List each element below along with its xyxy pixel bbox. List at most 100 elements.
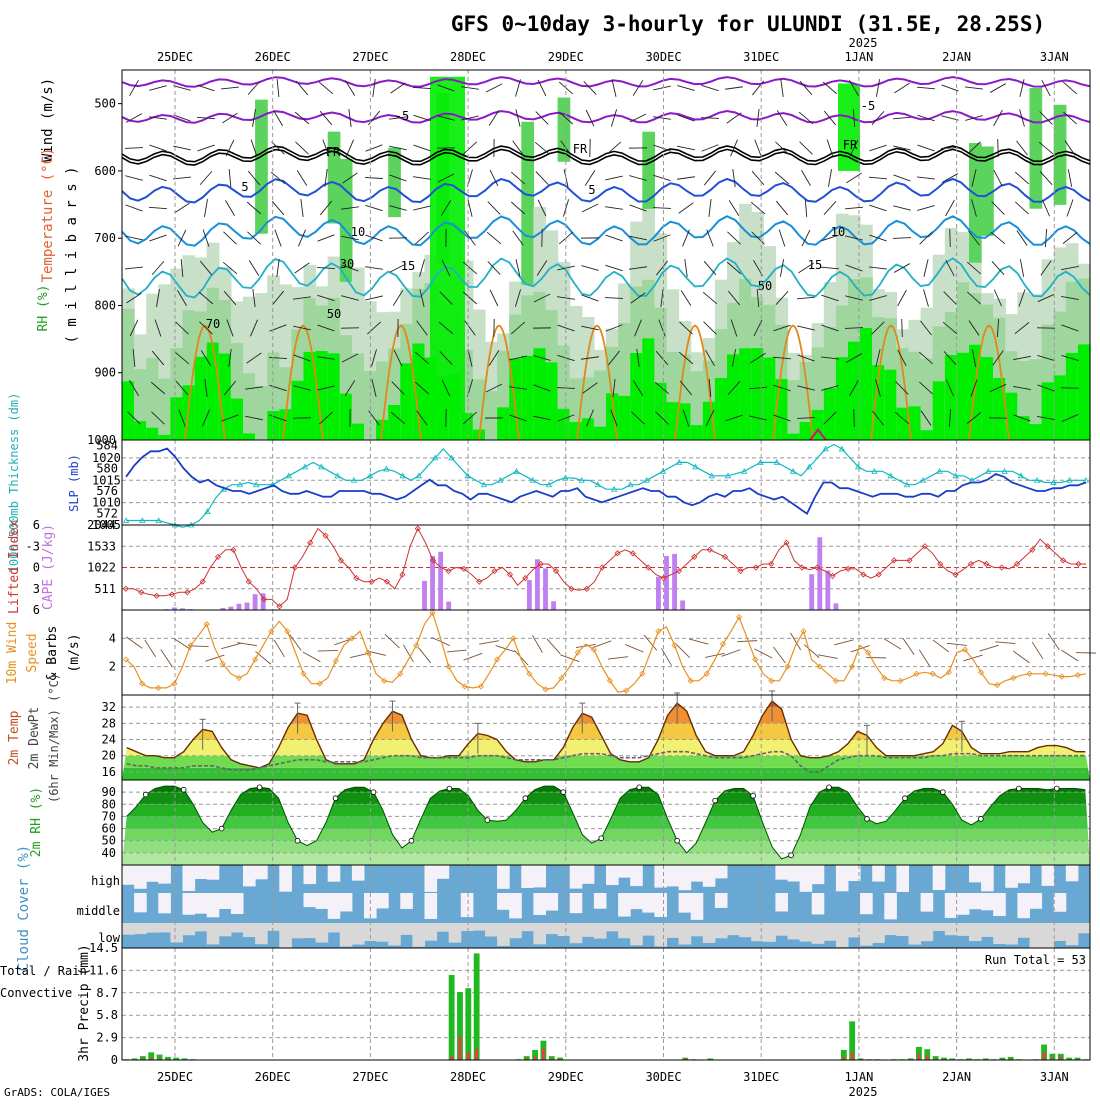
cloud-low-clear <box>860 923 873 946</box>
wind-barb-10m <box>385 634 399 648</box>
rh-band-90 <box>921 430 934 440</box>
rh-band-90 <box>836 357 849 440</box>
cloud-low-clear <box>412 923 425 947</box>
cloud-low-clear <box>606 923 619 931</box>
rh-band-90 <box>884 370 897 440</box>
cape-bar <box>438 552 443 610</box>
rh-band-upper <box>255 100 268 234</box>
contour-label-fr-b: FR <box>573 142 588 156</box>
contour-label-minus5: -5 <box>395 109 409 123</box>
cloud-mid-clear <box>340 893 353 911</box>
precip-convective-bar <box>1043 1052 1046 1060</box>
cloud-low-clear <box>195 923 208 931</box>
cloud-mid-clear <box>400 893 413 909</box>
contour-label-5: 5 <box>241 180 248 194</box>
wind-barb-10m <box>919 650 930 667</box>
precip-legend-convective: Convective <box>0 986 72 1000</box>
rh-marker <box>1054 786 1059 791</box>
rh-band-70 <box>788 380 801 440</box>
date-label-top: 29DEC <box>548 50 584 64</box>
wind-barb-10m <box>980 645 999 651</box>
cloud-mid-clear <box>183 893 196 915</box>
rh-band-90 <box>328 353 341 440</box>
cloud-mid-clear <box>981 893 994 910</box>
cloud-high-clear <box>1042 865 1055 886</box>
cloud-low-clear <box>497 923 510 946</box>
cloud-mid-clear <box>425 893 438 919</box>
rh-band-90 <box>739 348 752 440</box>
cloud-mid-clear <box>921 893 934 912</box>
chart-layer: 25DEC25DEC26DEC26DEC27DEC27DEC28DEC28DEC… <box>0 50 1096 1084</box>
rh-band-90 <box>751 348 764 440</box>
cloud-high-clear <box>207 865 220 880</box>
cloud-mid-clear <box>775 893 788 911</box>
rh-band-90 <box>497 407 510 440</box>
cloud-mid-clear <box>715 893 728 908</box>
temp-tick-label: 28 <box>102 716 116 730</box>
cloud-mid-clear <box>158 893 171 913</box>
cloud-low-clear <box>679 923 692 944</box>
wind-barb-10m <box>303 652 321 662</box>
rh-marker <box>219 826 224 831</box>
temp-band-0 <box>122 768 1090 780</box>
temp-band-1 <box>122 756 1090 768</box>
rh-band-70 <box>921 358 934 440</box>
cloud-mid-clear <box>304 893 317 907</box>
contour-label-minus5-b: -5 <box>861 99 875 113</box>
precip-tick-label: 11.6 <box>89 963 118 977</box>
rh-marker <box>371 790 376 795</box>
date-label-top: 26DEC <box>255 50 291 64</box>
cloud-low-clear <box>437 923 450 932</box>
cloud-high-clear <box>122 865 135 885</box>
wind-barb-10m <box>773 647 785 663</box>
rh-marker <box>903 796 908 801</box>
precip-total-bar <box>449 975 455 1060</box>
date-label-top: 27DEC <box>352 50 388 64</box>
wind-barb-10m <box>804 645 819 658</box>
cloud-low-clear <box>715 923 728 938</box>
cloud-low-clear <box>473 923 486 931</box>
precip-tick-label: 8.7 <box>96 986 118 1000</box>
cloud-low-clear <box>158 923 171 932</box>
wind-barb-10m <box>818 655 838 659</box>
cloud-low-clear <box>896 923 909 936</box>
date-label-bottom: 31DEC <box>743 1070 779 1084</box>
cloud-mid-clear <box>316 893 329 909</box>
cloud-mid-clear <box>207 893 220 917</box>
cloud-high-clear <box>255 865 268 879</box>
cloud-label-middle: middle <box>77 904 120 918</box>
rh-band-70 <box>255 386 268 440</box>
wind-barb-10m <box>644 635 657 650</box>
wind-barb-10m <box>933 640 949 652</box>
rh-marker <box>561 790 566 795</box>
precip-frame <box>122 948 1090 1060</box>
wind-tick-label: 2 <box>109 660 116 674</box>
cape-tick-label: 2044 <box>87 518 116 532</box>
wind-barb-10m <box>274 640 284 657</box>
rh-band-90 <box>1066 353 1079 440</box>
wind-barb <box>950 229 951 247</box>
cloud-high-clear <box>497 865 510 889</box>
cloud-low-clear <box>884 923 897 935</box>
wind-barb-10m <box>145 640 156 657</box>
cloud-low-clear <box>594 923 607 939</box>
cloud-high-clear <box>812 865 825 884</box>
wind-barb-10m <box>689 639 708 644</box>
lifted-index-tick-label: 3 <box>33 582 40 596</box>
rh-band-90 <box>158 435 171 440</box>
cloud-mid-clear <box>642 893 655 913</box>
cloud-mid-clear <box>691 893 704 920</box>
lifted-index-tick-label: 6 <box>33 603 40 617</box>
cloud-mid-clear <box>497 893 510 910</box>
cloud-low-clear <box>207 923 220 944</box>
wind-barb-10m <box>676 644 690 658</box>
cape-tick-label: 1533 <box>87 539 116 553</box>
rh-band-90 <box>981 357 994 440</box>
cloud-mid-clear <box>1017 893 1030 918</box>
date-label-top: 25DEC <box>157 50 193 64</box>
cape-bar <box>664 556 669 610</box>
cloud-high-clear <box>425 865 438 892</box>
contour-label-15: 15 <box>401 259 415 273</box>
cloud-high-clear <box>134 865 147 889</box>
cloud-high-clear <box>618 865 631 878</box>
